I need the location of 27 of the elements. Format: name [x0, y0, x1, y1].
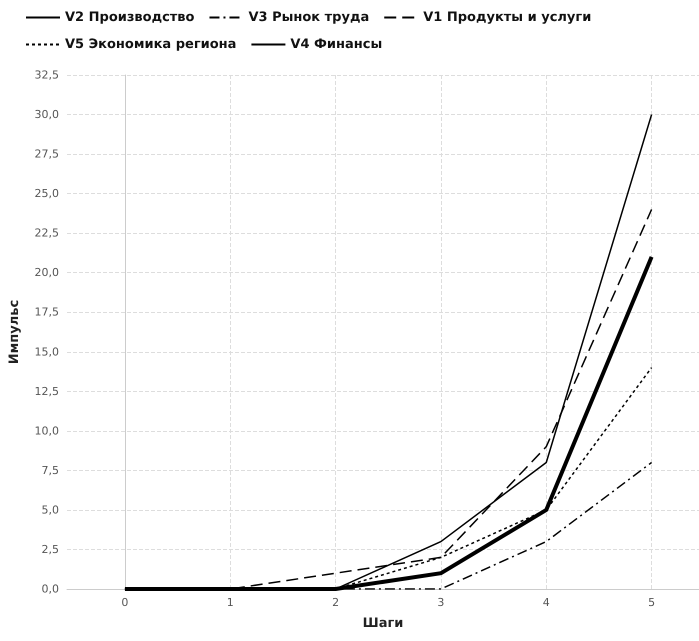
- y-tick-label: 5,0: [42, 503, 59, 516]
- y-tick-label: 17,5: [34, 306, 59, 319]
- x-tick-label: 1: [226, 596, 234, 609]
- x-axis-title: Шаги: [362, 616, 404, 631]
- y-tick-label: 12,5: [34, 384, 59, 398]
- y-tick-label: 22,5: [34, 226, 59, 240]
- x-tick-label: 4: [542, 596, 550, 609]
- x-tick-label: 3: [437, 596, 444, 609]
- y-tick-label: 0,0: [42, 582, 59, 596]
- legend-label: V3 Рынок труда: [248, 10, 370, 25]
- y-tick-label: 25,0: [34, 187, 59, 200]
- y-tick-label: 7,5: [42, 464, 59, 477]
- y-tick-label: 2,5: [42, 542, 59, 556]
- y-tick-label: 20,0: [34, 266, 59, 280]
- y-tick-label: 10,0: [34, 424, 59, 438]
- legend-label: V5 Экономика региона: [65, 37, 236, 52]
- legend-label: V4 Финансы: [290, 37, 382, 52]
- y-tick-label: 27,5: [34, 148, 59, 161]
- x-tick-label: 5: [648, 596, 656, 609]
- y-tick-label: 32,5: [34, 68, 59, 82]
- x-tick-label: 2: [332, 596, 340, 609]
- y-tick-label: 30,0: [34, 108, 59, 122]
- legend-label: V2 Производство: [65, 10, 195, 25]
- legend-label: V1 Продукты и услуги: [423, 10, 592, 25]
- y-tick-label: 15,0: [34, 345, 59, 358]
- y-axis-title: Импульс: [7, 300, 22, 364]
- x-tick-label: 0: [121, 596, 128, 609]
